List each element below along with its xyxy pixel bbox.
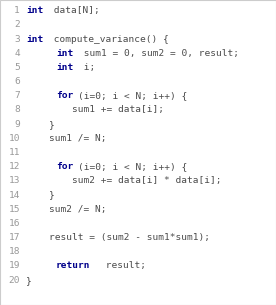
Text: sum1 += data[i];: sum1 += data[i];	[26, 106, 164, 114]
Text: sum1 = 0, sum2 = 0, result;: sum1 = 0, sum2 = 0, result;	[78, 49, 239, 58]
Text: (i=0; i < N; i++) {: (i=0; i < N; i++) {	[78, 91, 187, 100]
Text: 10: 10	[8, 134, 20, 143]
Text: }: }	[26, 191, 55, 199]
Text: int: int	[26, 6, 44, 15]
Text: int: int	[26, 34, 44, 44]
Text: }: }	[26, 120, 55, 129]
Text: compute_variance() {: compute_variance() {	[49, 34, 169, 44]
Text: return: return	[56, 261, 91, 271]
Text: 9: 9	[14, 120, 20, 129]
Text: sum2 += data[i] * data[i];: sum2 += data[i] * data[i];	[26, 176, 222, 185]
Text: 11: 11	[8, 148, 20, 157]
Text: int: int	[56, 49, 73, 58]
Text: 1: 1	[14, 6, 20, 15]
Text: sum2 /= N;: sum2 /= N;	[26, 205, 107, 214]
Text: 19: 19	[8, 261, 20, 271]
Text: 13: 13	[8, 176, 20, 185]
Text: sum1 /= N;: sum1 /= N;	[26, 134, 107, 143]
Text: 3: 3	[14, 34, 20, 44]
Text: 8: 8	[14, 106, 20, 114]
Text: }: }	[26, 276, 32, 285]
Text: 7: 7	[14, 91, 20, 100]
Text: 5: 5	[14, 63, 20, 72]
Text: 18: 18	[8, 247, 20, 256]
Text: 12: 12	[8, 162, 20, 171]
Text: data[N];: data[N];	[49, 6, 100, 15]
Text: for: for	[56, 91, 73, 100]
Text: 15: 15	[8, 205, 20, 214]
Text: 4: 4	[14, 49, 20, 58]
Text: result;: result;	[100, 261, 146, 271]
Text: 20: 20	[8, 276, 20, 285]
Text: 2: 2	[14, 20, 20, 29]
Text: (i=0; i < N; i++) {: (i=0; i < N; i++) {	[78, 162, 187, 171]
Text: 14: 14	[8, 191, 20, 199]
Text: 16: 16	[8, 219, 20, 228]
Text: i;: i;	[78, 63, 95, 72]
Text: for: for	[56, 162, 73, 171]
Text: 6: 6	[14, 77, 20, 86]
Text: result = (sum2 - sum1*sum1);: result = (sum2 - sum1*sum1);	[26, 233, 210, 242]
Text: 17: 17	[8, 233, 20, 242]
Text: int: int	[56, 63, 73, 72]
